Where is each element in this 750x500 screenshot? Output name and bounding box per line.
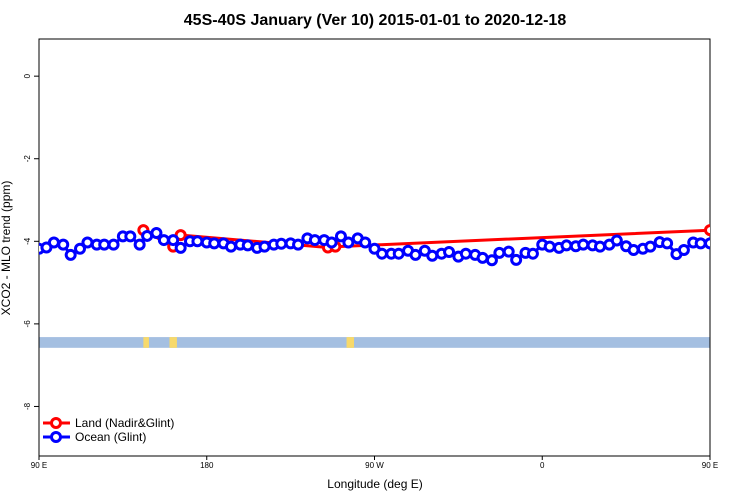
series-layer xyxy=(39,224,710,267)
y-axis: 0 -2 -4 -6 -8 xyxy=(23,73,39,410)
x-tick-label-1: 180 xyxy=(200,461,214,470)
series-1-point-73 xyxy=(644,240,657,253)
series-1-point-17 xyxy=(174,241,187,254)
y-axis-label: XCO2 - MLO trend (ppm) xyxy=(0,181,13,316)
series-1-point-35 xyxy=(325,236,338,249)
series-1-point-25 xyxy=(241,239,254,252)
legend: Land (Nadir&Glint) Ocean (Glint) xyxy=(43,416,174,444)
series-1-point-3 xyxy=(57,238,70,251)
series-1-point-39 xyxy=(359,236,372,249)
series-1-point-12 xyxy=(133,238,146,251)
strip-land-0 xyxy=(143,337,149,348)
series-1-point-69 xyxy=(610,234,623,247)
y-tick-label-2: -4 xyxy=(23,237,32,245)
series-1-point-6 xyxy=(81,236,94,249)
series-1-point-15 xyxy=(157,234,170,247)
strip-land-2 xyxy=(346,337,354,348)
series-1-point-5 xyxy=(74,242,87,255)
x-tick-label-4: 90 E xyxy=(702,461,718,470)
x-axis-label: Longitude (deg E) xyxy=(327,477,422,491)
series-1-point-61 xyxy=(543,240,556,253)
series-1-point-33 xyxy=(308,234,321,247)
series-1-point-56 xyxy=(502,245,515,258)
series-1-point-71 xyxy=(627,243,640,256)
x-tick-label-2: 90 W xyxy=(365,461,384,470)
strip-land-1 xyxy=(169,337,177,348)
series-1-point-80 xyxy=(704,237,710,250)
y-tick-label-0: 0 xyxy=(23,73,32,78)
legend-label-ocean: Ocean (Glint) xyxy=(75,430,146,444)
series-1-point-59 xyxy=(526,247,539,260)
series-1-point-11 xyxy=(124,230,137,243)
series-1-point-51 xyxy=(459,247,472,260)
series-1-point-67 xyxy=(594,240,607,253)
series-1-point-57 xyxy=(510,253,523,266)
series-1-point-19 xyxy=(191,235,204,248)
series-1-point-29 xyxy=(275,237,288,250)
x-axis: 90 E 180 90 W 0 90 E xyxy=(31,456,718,470)
series-1-point-75 xyxy=(661,237,674,250)
series-1-point-14 xyxy=(150,227,163,240)
series-1-point-43 xyxy=(392,247,405,260)
y-tick-label-4: -8 xyxy=(23,402,32,410)
x-tick-label-3: 0 xyxy=(540,461,545,470)
series-1-point-31 xyxy=(292,238,305,251)
surface-strip xyxy=(39,337,710,348)
series-1-point-77 xyxy=(677,243,690,256)
series-1-point-53 xyxy=(476,251,489,264)
legend-marker-ocean xyxy=(50,431,62,443)
series-1-point-55 xyxy=(493,246,506,259)
series-1-point-49 xyxy=(443,246,456,259)
series-1-point-9 xyxy=(107,238,120,251)
series-1-point-45 xyxy=(409,248,422,261)
legend-marker-land xyxy=(50,417,62,429)
series-1-point-8 xyxy=(98,238,111,251)
series-1-point-2 xyxy=(47,236,60,249)
series-1-point-63 xyxy=(560,239,573,252)
series-1-point-4 xyxy=(64,248,77,261)
chart-title: 45S-40S January (Ver 10) 2015-01-01 to 2… xyxy=(184,12,567,29)
x-tick-label-0: 90 E xyxy=(31,461,47,470)
series-1-point-79 xyxy=(694,237,707,250)
series-1-point-21 xyxy=(208,237,221,250)
legend-label-land: Land (Nadir&Glint) xyxy=(75,416,174,430)
series-1-point-16 xyxy=(167,234,180,247)
series-1-point-41 xyxy=(375,247,388,260)
y-tick-label-1: -2 xyxy=(23,155,32,163)
series-1-point-13 xyxy=(141,229,154,242)
series-1-point-54 xyxy=(485,254,498,267)
series-1-point-37 xyxy=(342,236,355,249)
series-1-point-65 xyxy=(577,238,590,251)
series-0-point-5 xyxy=(704,224,710,237)
series-1 xyxy=(39,227,710,267)
series-1-point-23 xyxy=(224,240,237,253)
series-1-point-27 xyxy=(258,240,271,253)
series-1-point-36 xyxy=(334,230,347,243)
series-1-point-47 xyxy=(426,249,439,262)
y-tick-label-3: -6 xyxy=(23,320,32,328)
strip-ocean xyxy=(39,337,710,348)
